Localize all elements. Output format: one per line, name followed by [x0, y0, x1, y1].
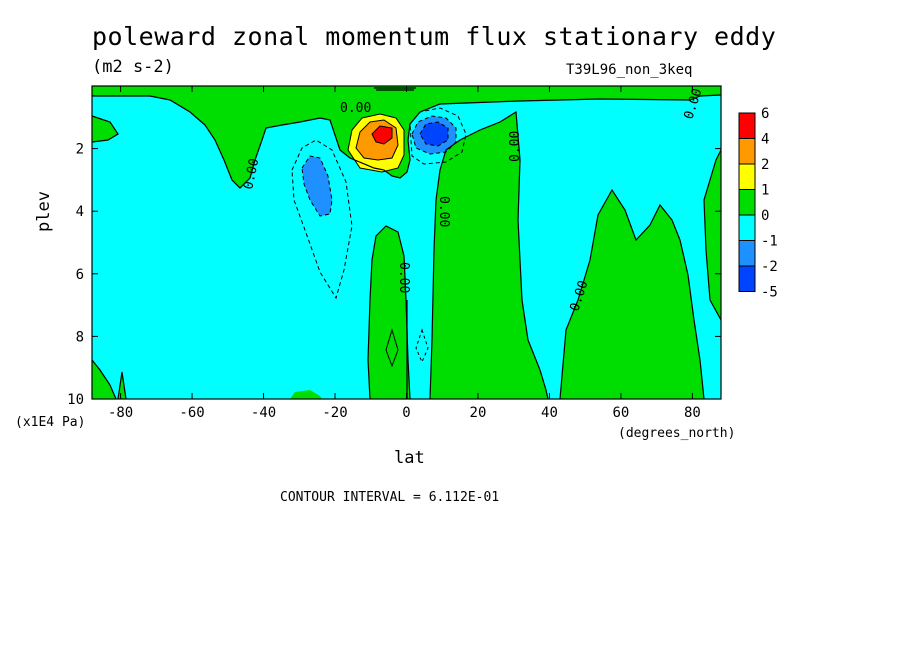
zero-contour-lowleft: [91, 115, 119, 143]
contour-label-north-upper: 0.00: [508, 131, 523, 162]
colorbar-label: 1: [761, 183, 769, 199]
chart-title: poleward zonal momentum flux stationary …: [92, 22, 777, 51]
y-tick-label: 4: [76, 204, 84, 220]
colorbar-cell: [738, 265, 756, 292]
contour-label-top: 0.00: [340, 101, 371, 116]
colorbar-cell: [738, 112, 756, 139]
contour-negative-south-outer: [291, 139, 353, 300]
colorbar-cell: [738, 214, 756, 241]
x-tick-label: -60: [179, 405, 204, 421]
colorbar-label: 6: [761, 106, 769, 122]
x-tick-label: 20: [470, 405, 487, 421]
x-axis: -80 -60 -40 -20 0 20 40 60 80: [108, 86, 701, 421]
contour-interval: CONTOUR INTERVAL = 6.112E-01: [280, 490, 500, 505]
colorbar-label: -5: [761, 285, 778, 301]
region-positive-northern-column: [560, 190, 704, 399]
zero-contour-highlat: [703, 149, 722, 321]
region-negative-south-center: [301, 155, 333, 217]
x-tick-label: 40: [541, 405, 558, 421]
colorbar-label: -1: [761, 234, 778, 250]
contour-label-subtropical: 0.00: [396, 262, 411, 293]
run-id: T39L96_non_3keq: [566, 62, 693, 78]
x-axis-units: (degrees_north): [618, 426, 736, 441]
region-positive-upper-band: [92, 86, 721, 188]
colorbar-cell: [738, 138, 756, 165]
region-positive-lowleft: [92, 116, 118, 142]
colorbar: 6 4 2 1 0 -1 -2 -5: [738, 106, 778, 301]
y-tick-label: 8: [76, 329, 84, 345]
zero-contour-upper: [92, 94, 722, 189]
x-tick-label: -20: [322, 405, 347, 421]
contour-negative-north-outer: [409, 107, 467, 165]
x-tick-label: 0: [402, 405, 410, 421]
chart-units: (m2 s-2): [92, 57, 174, 77]
y-tick-label: 6: [76, 267, 84, 283]
colorbar-cell: [738, 240, 756, 267]
colorbar-label: 2: [761, 157, 769, 173]
zero-contours: [91, 87, 722, 400]
zero-contour-northern: [559, 188, 705, 400]
colorbar-label: 0: [761, 208, 769, 224]
zero-contour-tropical: [429, 110, 549, 400]
colorbar-cell: [738, 163, 756, 190]
y-axis: 2 4 6 8 10: [67, 142, 721, 408]
region-positive-subtropical-column: [368, 226, 410, 399]
region-positive-bottom-left: [92, 360, 116, 399]
colorbar-label: -2: [761, 259, 778, 275]
zero-contour-bottomleft: [91, 359, 117, 400]
region-positive-bottom-spike: [118, 372, 126, 399]
x-tick-label: 80: [684, 405, 701, 421]
x-axis-label: lat: [394, 448, 425, 468]
colorbar-cell: [738, 189, 756, 216]
region-positive-bottom-strip: [290, 390, 322, 399]
contour-diamond-left: [385, 328, 399, 368]
plot-area: 0.00 0.00 0.00 0.00 0.00 0.00 0.00: [91, 85, 722, 400]
x-tick-label: -40: [251, 405, 276, 421]
contour-diamond-right: [415, 328, 429, 364]
zero-contour-top-cap: [374, 87, 416, 91]
y-tick-label: 10: [67, 392, 84, 408]
colorbar-label: 4: [761, 132, 769, 148]
y-tick-label: 2: [76, 142, 84, 158]
zero-contour-bottomspike: [117, 371, 127, 400]
region-positive-tropical-column: [430, 112, 548, 399]
x-tick-label: 60: [613, 405, 630, 421]
x-tick-label: -80: [108, 405, 133, 421]
y-axis-units: (x1E4 Pa): [15, 415, 86, 430]
contour-label-south: 0.00: [241, 157, 262, 191]
region-max-center-inner: [371, 125, 393, 145]
region-min-center-inner: [419, 121, 449, 147]
contour-labels: 0.00 0.00 0.00 0.00 0.00 0.00 0.00: [241, 87, 705, 313]
contour-label-tropical: 0.00: [436, 196, 451, 227]
